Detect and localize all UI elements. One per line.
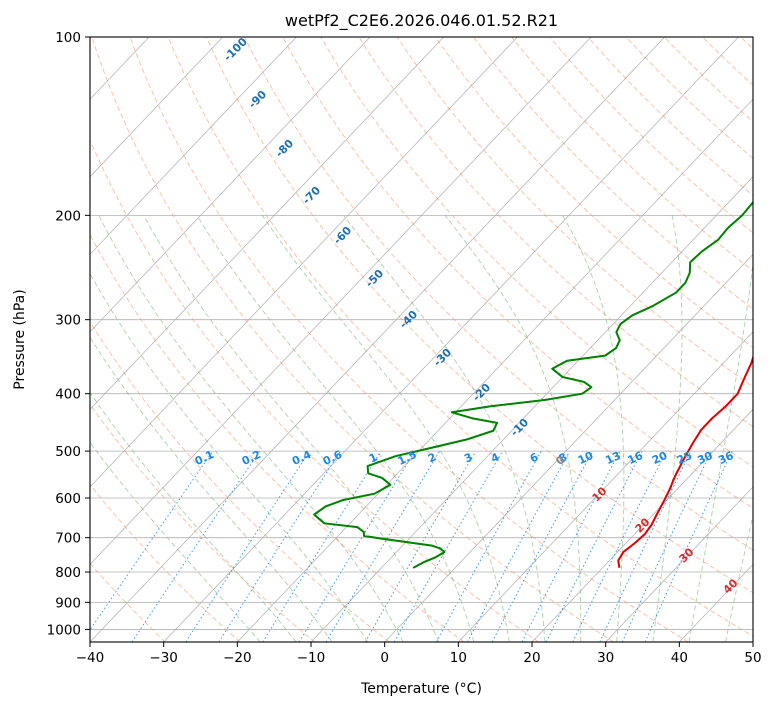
mixing-ratio-label: 25 [675,449,694,467]
x-tick-label: 20 [523,650,540,666]
mixing-ratio-label: 10 [576,449,596,467]
mixing-ratio-line [218,450,341,642]
mixing-ratio-line [185,450,311,642]
moist-adiabat-line [143,215,439,642]
x-tick-label: 50 [744,650,761,666]
dry-adiabat-line [90,403,315,642]
isotherm-line [90,37,445,410]
dry-adiabat-line [473,37,753,310]
dry-adiabat-line [90,320,390,642]
mixing-ratio-line [131,450,261,642]
y-tick-label: 700 [55,531,81,547]
isotherm-line [90,37,518,488]
plot-frame [89,36,754,643]
dry-adiabat-line [90,138,540,642]
isotherm-line [458,331,753,642]
moist-adiabat-line [652,215,683,642]
dry-adiabat-line [358,37,753,428]
x-tick-label: −40 [76,650,105,666]
dry-adiabat-line [129,37,689,642]
chart-title: wetPf2_C2E6.2026.046.01.52.R21 [285,11,558,31]
isotherm-line [384,253,753,642]
isotherm-line [90,37,592,566]
y-tick-label: 100 [55,30,81,46]
dry-adiabat-line [91,37,614,642]
y-tick-label: 600 [55,491,81,507]
dry-adiabat-line [167,37,753,637]
moist-adiabat-line [98,215,404,642]
background-reference-lines [90,37,753,642]
isotherm-line [90,37,297,255]
isotherm-line [605,486,753,642]
mixing-ratio-label: 16 [626,449,646,467]
y-tick-label: 500 [55,444,81,460]
moist-adiabat-line [90,272,369,642]
isotherm-line [90,37,224,178]
mixing-ratio-line [393,450,503,642]
moist-adiabat-line [90,391,297,642]
dry-adiabat-line [396,37,753,388]
dry-adiabat-line [205,37,753,594]
mixing-ratio-label: 36 [716,449,736,467]
isotherm-line [90,37,666,642]
y-axis: 100 200 300 400 500 600 700 800 900 1000 [47,30,90,638]
mixing-ratio-line [467,450,571,642]
dewpoint-profile-line [313,200,753,569]
y-tick-label: 900 [55,595,81,611]
mixing-ratio-line [644,450,733,642]
dry-adiabat-line [90,233,465,642]
y-tick-label: 800 [55,565,81,581]
mixing-ratio-line [545,450,643,642]
moist-adiabat-line [562,215,625,642]
isotherm-line [531,408,753,642]
y-tick-label: 200 [55,208,81,224]
x-tick-label: −30 [149,650,178,666]
x-tick-label: 40 [671,650,688,666]
dry-adiabat-line [320,37,753,468]
y-tick-label: 400 [55,387,81,403]
temperature-profile-line [617,354,753,568]
moist-adiabat-line [343,215,546,642]
x-tick-label: 30 [597,650,614,666]
isotherm-line [90,37,371,333]
y-tick-label: 300 [55,313,81,329]
moist-adiabat-line [196,215,475,642]
moist-adiabat-line [261,215,510,642]
isotherm-line [237,98,753,642]
mixing-ratio-label: 13 [603,449,622,467]
mixing-ratio-line [262,450,382,642]
x-axis-label: Temperature (°C) [360,681,482,697]
x-tick-label: −20 [223,650,252,666]
x-tick-label: 10 [450,650,467,666]
profile-series [313,200,753,569]
isotherm-line [163,37,739,642]
moist-adiabat-line [90,336,333,642]
x-tick-label: −10 [297,650,326,666]
dry-adiabat-line [282,37,753,509]
y-tick-label: 1000 [47,622,81,638]
x-axis: −40 −30 −20 −10 0 10 20 30 40 50 [76,642,762,666]
grid-lines [90,37,753,630]
moist-adiabat-line [90,441,261,642]
mixing-ratio-line [90,450,214,631]
y-axis-label: Pressure (hPa) [12,289,28,389]
mixing-ratio-line [572,450,667,642]
x-tick-label: 0 [380,650,389,666]
dry-adiabat-line [244,37,753,551]
mixing-ratio-label: 20 [650,449,670,467]
mixing-ratio-line [298,450,416,642]
mixing-ratio-line [435,450,542,642]
dry-adiabat-line [90,562,166,642]
mixing-ratio-label: 30 [695,449,715,467]
